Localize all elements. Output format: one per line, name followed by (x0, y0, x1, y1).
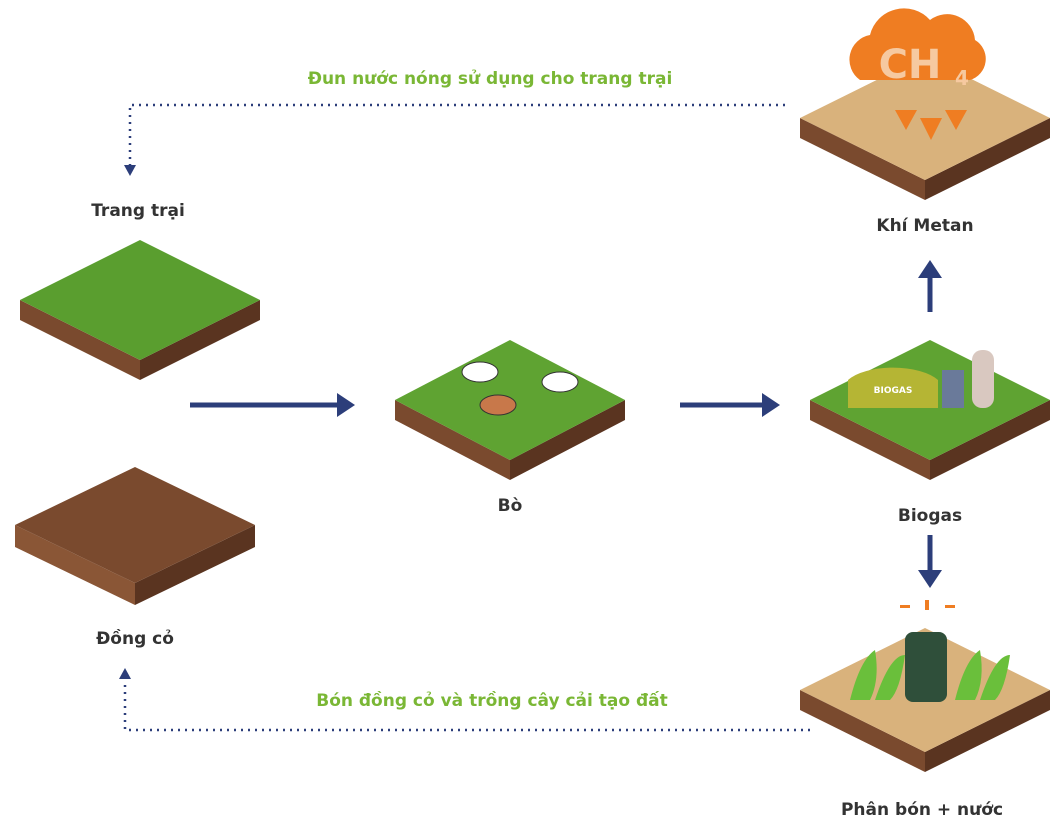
caption: Bón đồng cỏ và trồng cây cải tạo đất (316, 690, 668, 711)
arrow-head (918, 260, 942, 278)
tile-face (15, 467, 255, 583)
dotted-arrow (130, 105, 785, 165)
icon-text: CH (879, 42, 942, 88)
tank-label: BIOGAS (874, 386, 913, 396)
arrow-head (918, 570, 942, 588)
arrow-head (337, 393, 355, 417)
node-label: Khí Metan (876, 216, 973, 236)
caption: Đun nước nóng sử dụng cho trang trại (308, 69, 673, 89)
node-label: Phân bón + nước (841, 800, 1003, 820)
icon-text: 4 (955, 66, 969, 90)
node-label: Trang trại (91, 201, 185, 221)
diagram: CH 4 BIOGAS Đun nước nóng sử dụng cho tr… (0, 0, 1050, 824)
arrow-head (119, 668, 131, 679)
tile-face (20, 240, 260, 360)
node-label: Biogas (898, 506, 962, 526)
node-label: Đồng cỏ (96, 628, 174, 649)
fertilizer-icon (850, 600, 1010, 702)
node-label: Bò (498, 496, 523, 516)
arrow-head (124, 165, 136, 176)
arrow-head (762, 393, 780, 417)
